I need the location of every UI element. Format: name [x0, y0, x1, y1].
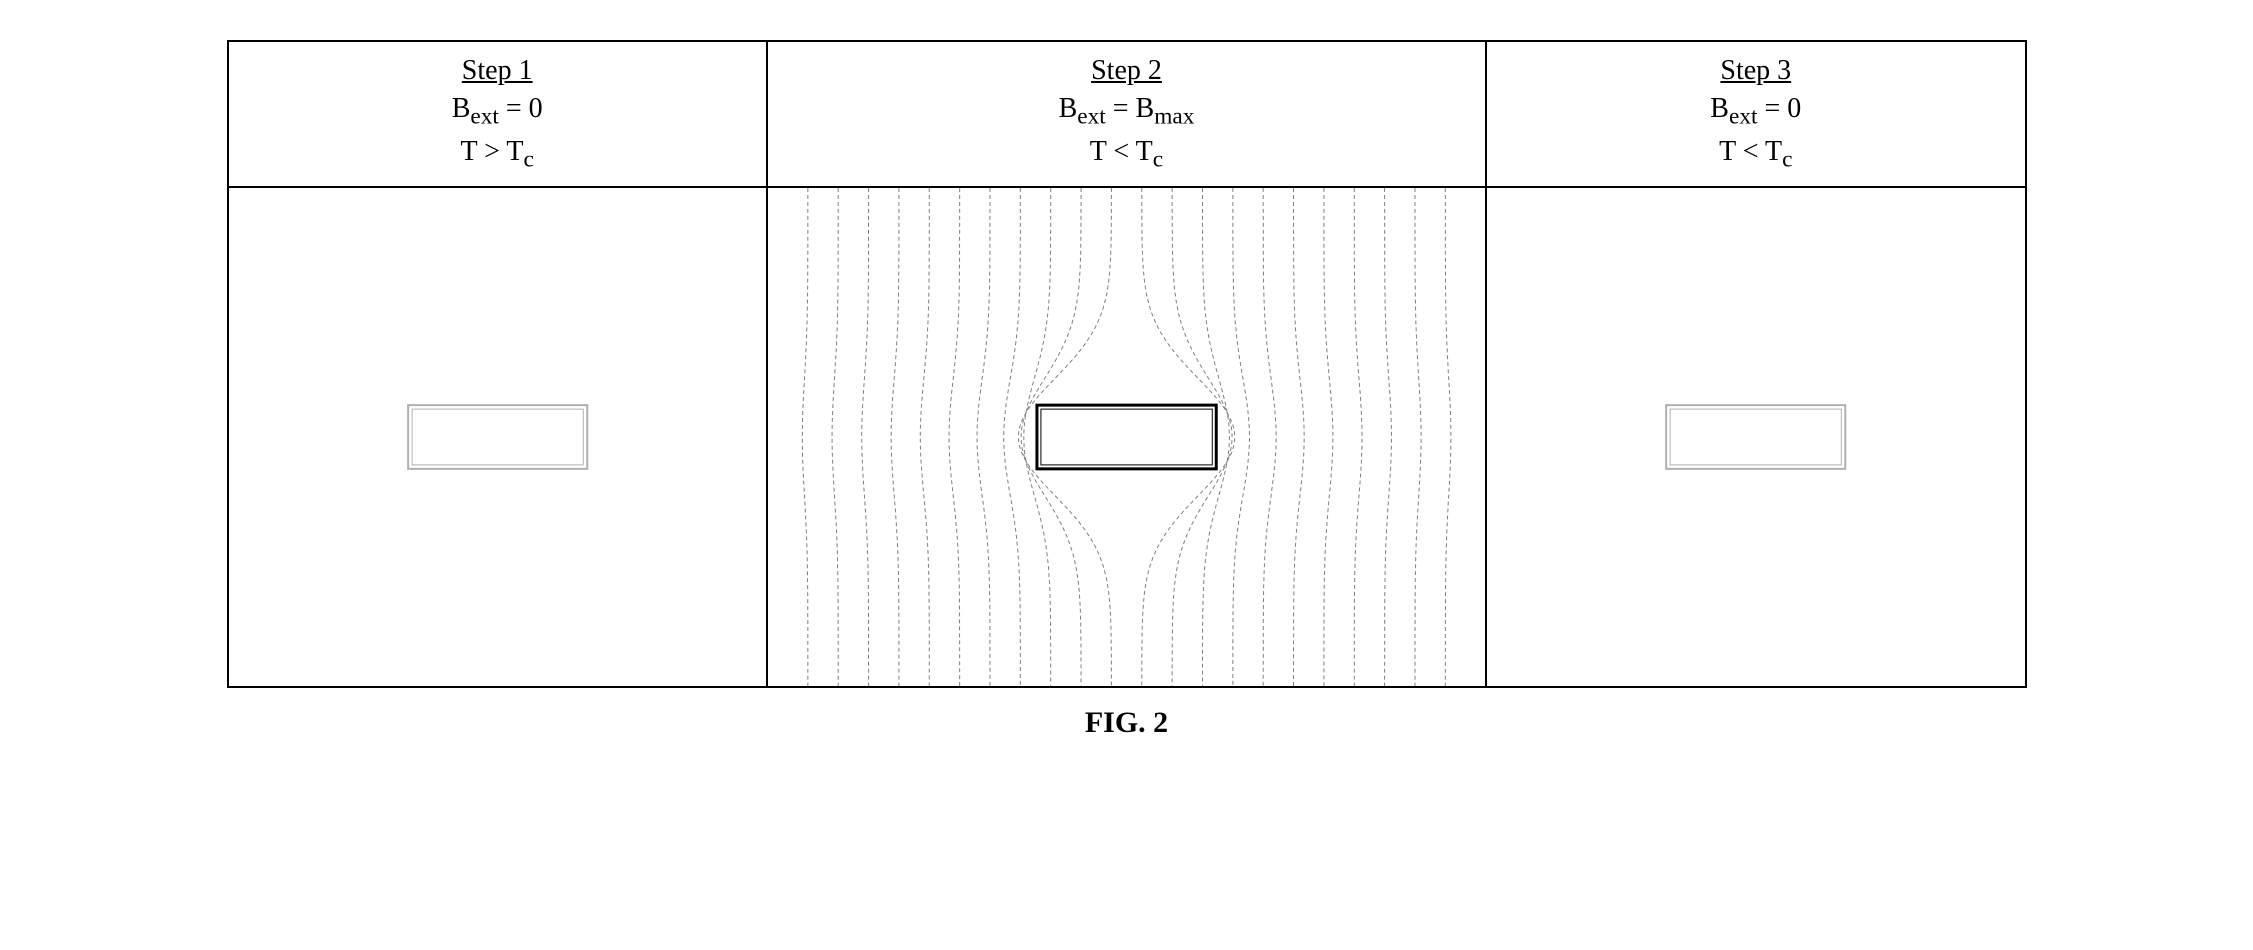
step1-title: Step 1 — [462, 55, 533, 86]
figure-caption: FIG. 2 — [227, 706, 2027, 740]
header-step1: Step 1 Bext = 0 T > Tc — [228, 41, 767, 187]
step1-cond2: T > Tc — [237, 133, 758, 176]
step3-cond2: T < Tc — [1495, 133, 2016, 176]
figure-container: Step 1 Bext = 0 T > Tc Step 2 Bext = Bma… — [227, 40, 2027, 740]
panel-step1 — [228, 187, 767, 687]
panel2-svg — [768, 188, 1485, 686]
content-row — [228, 187, 2026, 687]
step1-cond1: Bext = 0 — [237, 90, 758, 133]
panel-step2 — [767, 187, 1486, 687]
panel-step3 — [1486, 187, 2025, 687]
header-row: Step 1 Bext = 0 T > Tc Step 2 Bext = Bma… — [228, 41, 2026, 187]
panel1-svg — [229, 188, 766, 686]
step3-title: Step 3 — [1720, 55, 1791, 86]
panel-table: Step 1 Bext = 0 T > Tc Step 2 Bext = Bma… — [227, 40, 2027, 688]
step2-title: Step 2 — [1091, 55, 1162, 86]
header-step3: Step 3 Bext = 0 T < Tc — [1486, 41, 2025, 187]
step2-cond2: T < Tc — [776, 133, 1477, 176]
step3-cond1: Bext = 0 — [1495, 90, 2016, 133]
panel3-svg — [1487, 188, 2024, 686]
header-step2: Step 2 Bext = Bmax T < Tc — [767, 41, 1486, 187]
step2-cond1: Bext = Bmax — [776, 90, 1477, 133]
